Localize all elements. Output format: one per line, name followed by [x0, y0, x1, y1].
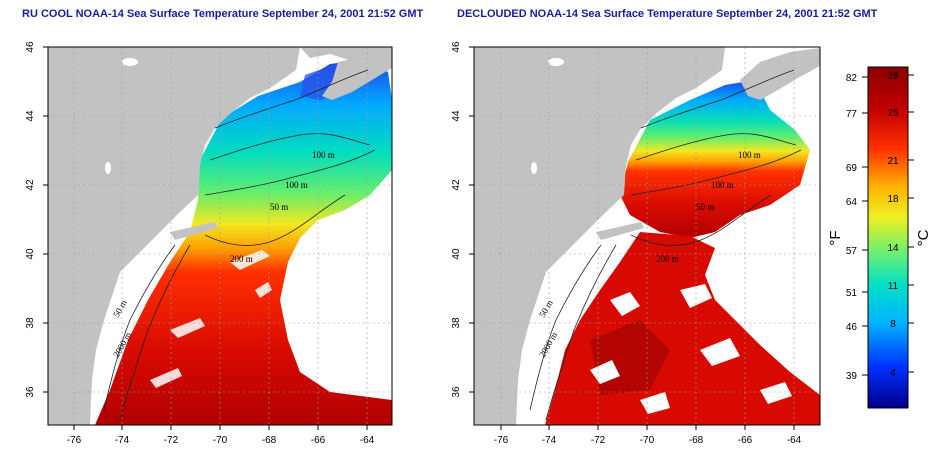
colorbar-c-tick: 25 — [887, 108, 899, 119]
colorbar-f-tick: 77 — [846, 109, 858, 120]
right-cloud-gap — [590, 284, 792, 414]
colorbar-f-tick: 64 — [846, 197, 858, 208]
colorbar-fahrenheit-label: °F — [827, 230, 844, 245]
left-contour-label: 100 m — [285, 180, 308, 190]
left-contour-line — [204, 194, 346, 246]
right-contour-label: 200 m — [656, 254, 679, 264]
right-lon-tick: -70 — [640, 435, 655, 446]
left-cloud-gap — [296, 222, 375, 340]
left-lon-tick: -72 — [164, 435, 179, 446]
left-lon-tick: -76 — [67, 435, 82, 446]
left-contour-line — [103, 244, 176, 411]
right-contour-line — [630, 149, 802, 196]
left-lat-tick: 40 — [25, 248, 36, 260]
left-contour-line — [214, 69, 369, 129]
left-sst-field — [95, 60, 392, 425]
colorbar-f-tick: 57 — [846, 246, 858, 257]
right-contour-label: 50 m — [696, 202, 714, 212]
right-land-mass — [474, 47, 725, 425]
left-land-mass — [48, 47, 392, 425]
right-lat-tick: 42 — [451, 179, 462, 191]
colorbar-c-tick: 21 — [887, 156, 899, 167]
right-lat-tick: 36 — [451, 386, 462, 398]
left-contour-label: 50 m — [270, 202, 288, 212]
left-lake — [105, 162, 111, 174]
right-long-island — [596, 222, 644, 240]
colorbar-f-tick: 39 — [846, 371, 858, 382]
right-lon-tick: -74 — [542, 435, 557, 446]
colorbar-f-tick: 82 — [846, 73, 858, 84]
right-nova-scotia — [740, 48, 820, 100]
colorbar-f-tick: 69 — [846, 163, 858, 174]
colorbar-f-tick: 51 — [846, 288, 858, 299]
left-lon-tick: -64 — [360, 435, 375, 446]
right-contour-line — [529, 244, 602, 411]
right-lon-tick: -68 — [689, 435, 704, 446]
right-lon-tick: -66 — [738, 435, 753, 446]
right-lake — [531, 162, 537, 174]
right-contour-line — [635, 133, 797, 161]
left-contour-line — [204, 149, 376, 196]
colorbar-c-tick: 14 — [887, 243, 899, 254]
colorbar-c-tick: 18 — [887, 194, 899, 205]
left-grid — [48, 47, 392, 425]
left-map-panel: 100 m 100 m 50 m 200 m 50 m 2000 m -76 -… — [25, 41, 393, 446]
left-lat-tick: 42 — [25, 179, 36, 191]
right-lat-tick: 38 — [451, 317, 462, 329]
right-lake — [548, 58, 564, 66]
left-contour-line — [119, 244, 191, 421]
left-contour-label: 200 m — [230, 254, 253, 264]
left-nova-scotia — [322, 50, 392, 100]
left-lon-tick: -66 — [311, 435, 326, 446]
left-lon-tick: -70 — [213, 435, 228, 446]
right-lon-tick: -76 — [494, 435, 509, 446]
right-contour-line — [545, 244, 617, 421]
left-contour-label: 100 m — [312, 150, 335, 160]
right-lon-tick: -64 — [787, 435, 802, 446]
colorbar-c-tick: 11 — [888, 281, 899, 292]
colorbar-c-tick: 28 — [887, 71, 899, 82]
right-contour-label: 100 m — [711, 180, 734, 190]
colorbar-c-tick: 8 — [890, 319, 896, 330]
left-lake — [122, 58, 138, 66]
right-lat-tick: 46 — [451, 41, 462, 53]
left-lon-tick: -68 — [262, 435, 277, 446]
left-map-title: RU COOL NOAA-14 Sea Surface Temperature … — [22, 8, 424, 20]
left-long-island — [170, 222, 218, 240]
right-contour-line — [630, 194, 772, 246]
left-lat-tick: 46 — [25, 41, 36, 53]
left-lat-tick: 38 — [25, 317, 36, 329]
colorbar-celsius-label: °C — [915, 229, 932, 246]
left-lat-tick: 44 — [25, 110, 36, 122]
colorbar-f-tick: 46 — [846, 322, 858, 333]
right-map-panel: 100 m 100 m 50 m 200 m 50 m 2000 m -76 -… — [451, 41, 821, 446]
right-contour-label: 100 m — [738, 150, 761, 160]
left-lon-tick: -74 — [115, 435, 130, 446]
right-grid — [474, 47, 820, 425]
right-map-title: DECLOUDED NOAA-14 Sea Surface Temperatur… — [457, 8, 878, 20]
left-lat-tick: 36 — [25, 386, 36, 398]
colorbar: 82 77 69 64 57 51 46 39 28 25 21 18 14 1… — [827, 66, 932, 409]
right-lat-tick: 40 — [451, 248, 462, 260]
left-contour-line — [209, 133, 371, 161]
right-lon-tick: -72 — [591, 435, 606, 446]
right-sst-field-north — [620, 80, 810, 238]
colorbar-gradient — [867, 66, 909, 409]
right-contour-line — [640, 69, 795, 129]
colorbar-c-tick: 4 — [890, 368, 896, 379]
right-lat-tick: 44 — [451, 110, 462, 122]
